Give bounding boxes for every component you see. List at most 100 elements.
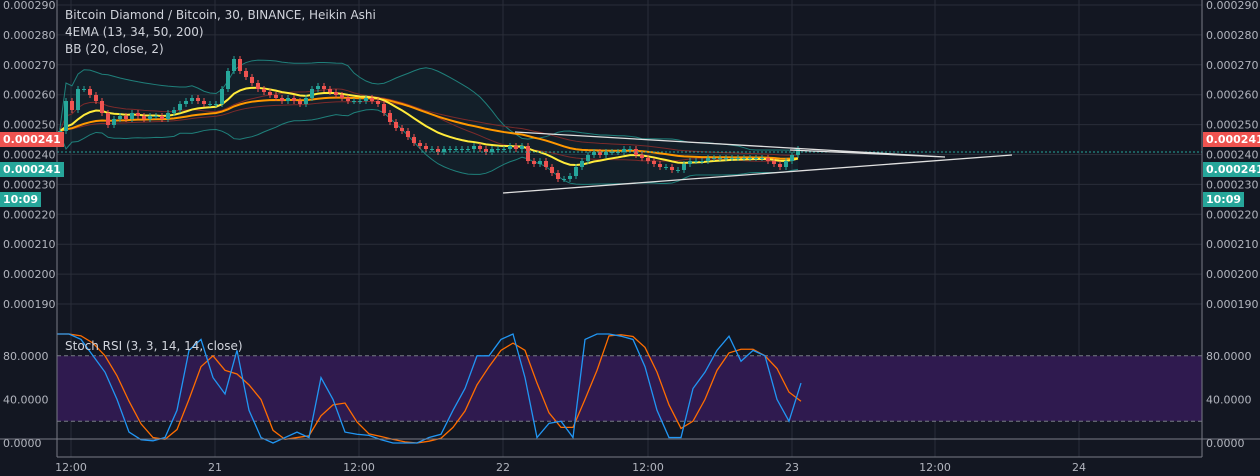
candle-body [76, 89, 80, 110]
candle-body [682, 164, 686, 170]
candles [58, 56, 800, 182]
candle-body [130, 113, 134, 119]
candle-body [82, 89, 86, 90]
left-price-label: 0.000290 [3, 0, 56, 12]
candle-body [466, 149, 470, 150]
triangle-lower-line[interactable] [502, 154, 1013, 194]
right-countdown-tag: 10:09 [1203, 192, 1245, 207]
candle-body [778, 164, 782, 167]
candle-body [478, 146, 482, 149]
stoch-k-line [57, 333, 802, 444]
candle-body [298, 101, 302, 104]
candle-body [502, 149, 506, 150]
left-price-label: 0.000250 [3, 119, 56, 132]
candle-body [400, 128, 404, 131]
candle-body [364, 98, 368, 101]
candle-body [496, 149, 500, 150]
candle-body [178, 104, 182, 110]
right-price-label: 0.000280 [1206, 29, 1259, 42]
candle-body [754, 158, 758, 159]
candle-body [748, 158, 752, 159]
left-last-price-tag: 0.000241 [0, 132, 64, 147]
candle-body [772, 161, 776, 164]
right-price-label: 0.000200 [1206, 268, 1259, 281]
candle-body [406, 131, 410, 137]
candle-body [526, 146, 530, 161]
left-price-label: 0.000210 [3, 238, 56, 251]
candle-body [592, 152, 596, 155]
candle-body [376, 101, 380, 104]
candle-body [388, 113, 392, 122]
candle-body [394, 122, 398, 128]
candle-body [424, 146, 428, 149]
candle-body [160, 116, 164, 119]
right-last-price-tag: 0.000241 [1203, 132, 1260, 147]
candle-body [544, 161, 548, 167]
time-label: 12:00 [632, 461, 664, 474]
legend-stoch[interactable]: Stoch RSI (3, 3, 14, 14, close) [65, 339, 243, 353]
stoch-d-line [57, 333, 802, 444]
candle-body [172, 110, 176, 113]
candle-body [568, 176, 572, 179]
time-label: 12:00 [343, 461, 375, 474]
candle-body [658, 164, 662, 167]
right-price-label: 0.000190 [1206, 298, 1259, 311]
candle-body [322, 86, 326, 89]
left-stoch-label: 80.0000 [3, 350, 49, 363]
candle-body [652, 161, 656, 164]
right-price-label: 0.000220 [1206, 208, 1259, 221]
legend-ema[interactable]: 4EMA (13, 34, 50, 200) [65, 25, 204, 39]
time-label: 23 [785, 461, 799, 474]
legend-bb[interactable]: BB (20, close, 2) [65, 42, 164, 56]
candle-body [250, 77, 254, 83]
time-label: 21 [208, 461, 222, 474]
candle-body [142, 116, 146, 119]
candle-body [316, 86, 320, 89]
candle-body [454, 149, 458, 150]
candle-body [196, 98, 200, 101]
left-price-label: 0.000270 [3, 59, 56, 72]
left-price-label: 0.000190 [3, 298, 56, 311]
candle-body [124, 116, 128, 119]
right-stoch-label: 80.0000 [1206, 350, 1252, 363]
candle-body [472, 146, 476, 149]
bb-lower [59, 108, 799, 185]
candle-body [88, 89, 92, 95]
candle-body [676, 170, 680, 171]
candle-body [412, 137, 416, 143]
right-close-price-tag: 0.000241 [1203, 162, 1260, 177]
candle-body [688, 161, 692, 164]
candle-body [484, 149, 488, 152]
candle-body [118, 116, 122, 119]
candle-body [202, 101, 206, 104]
candle-body [532, 161, 536, 164]
candle-body [184, 101, 188, 104]
candle-body [112, 119, 116, 125]
candle-body [490, 149, 494, 152]
candle-body [148, 116, 152, 119]
candle-body [448, 149, 452, 150]
right-price-label: 0.000230 [1206, 178, 1259, 191]
triangle-drawing[interactable] [502, 131, 1013, 194]
right-price-label: 0.000270 [1206, 59, 1259, 72]
candle-body [352, 101, 356, 102]
ema-lines [59, 86, 799, 167]
candle-body [670, 167, 674, 170]
triangle-upper-line[interactable] [514, 131, 946, 158]
candle-body [274, 95, 278, 98]
candle-body [304, 98, 308, 104]
candle-body [562, 179, 566, 180]
candle-body [460, 149, 464, 150]
candle-body [154, 116, 158, 117]
candle-body [328, 89, 332, 92]
candle-body [442, 149, 446, 152]
candle-body [766, 158, 770, 161]
right-price-label: 0.000250 [1206, 119, 1259, 132]
bollinger-bands [59, 59, 799, 185]
candle-body [790, 155, 794, 161]
candle-body [106, 113, 110, 125]
candle-body [730, 158, 734, 159]
candle-body [310, 89, 314, 98]
